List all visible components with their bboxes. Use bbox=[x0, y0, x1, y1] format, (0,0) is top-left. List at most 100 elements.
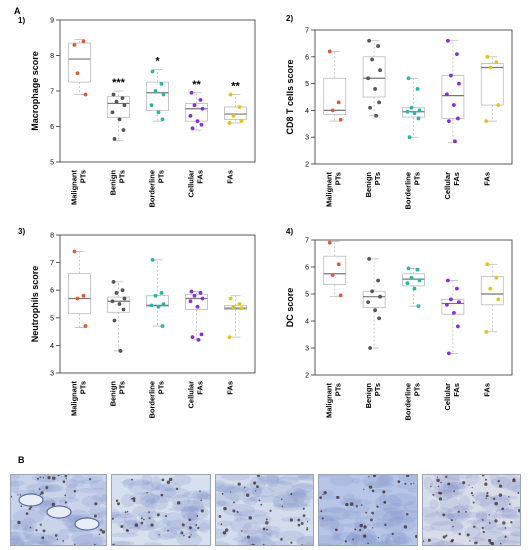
stroma-fiber bbox=[474, 530, 509, 545]
stroma-fiber bbox=[197, 491, 210, 500]
category-label: FAs bbox=[196, 381, 205, 395]
panel-label: 2) bbox=[286, 14, 293, 23]
stroma-fiber bbox=[393, 537, 408, 545]
stained-cell bbox=[497, 480, 500, 483]
data-point bbox=[189, 90, 194, 95]
data-point bbox=[228, 296, 233, 301]
y-tick-label: 2 bbox=[305, 162, 309, 169]
stained-cell bbox=[176, 501, 181, 505]
stained-cell bbox=[166, 480, 171, 485]
stroma-fiber bbox=[380, 533, 390, 544]
stroma-fiber bbox=[22, 523, 35, 540]
data-point bbox=[198, 291, 203, 295]
stroma-fiber bbox=[496, 534, 520, 544]
stroma-fiber bbox=[442, 482, 460, 498]
stained-cell bbox=[355, 505, 358, 508]
data-point bbox=[195, 304, 200, 309]
stroma-fiber bbox=[475, 512, 488, 520]
data-point bbox=[330, 273, 335, 277]
stained-cell bbox=[133, 499, 136, 503]
stroma-fiber bbox=[343, 541, 357, 545]
stained-cell bbox=[39, 476, 42, 478]
data-point bbox=[228, 92, 233, 97]
data-point bbox=[199, 332, 204, 337]
stroma-fiber bbox=[382, 511, 404, 527]
stroma-fiber bbox=[495, 526, 520, 531]
stroma-fiber bbox=[319, 507, 351, 522]
stroma-fiber bbox=[450, 520, 464, 535]
stained-cell bbox=[447, 482, 451, 486]
stroma-fiber bbox=[96, 510, 106, 519]
stroma-fiber bbox=[162, 512, 185, 527]
stained-cell bbox=[306, 528, 309, 531]
stained-cell bbox=[470, 491, 474, 495]
stained-cell bbox=[25, 512, 29, 515]
micrograph-texture bbox=[112, 475, 210, 545]
y-tick-label: 7 bbox=[50, 260, 54, 267]
data-point bbox=[160, 324, 165, 328]
category-label: PTs bbox=[118, 170, 127, 183]
stroma-fiber bbox=[319, 475, 335, 478]
stroma-fiber bbox=[123, 512, 138, 526]
data-point bbox=[81, 39, 86, 44]
stroma-fiber bbox=[216, 486, 243, 493]
stroma-fiber bbox=[222, 503, 256, 517]
stroma-fiber bbox=[247, 536, 262, 545]
stroma-fiber bbox=[319, 534, 344, 545]
stained-cell bbox=[438, 485, 440, 488]
stained-cell bbox=[183, 534, 185, 537]
stained-cell bbox=[190, 534, 192, 536]
stroma-fiber bbox=[249, 495, 283, 503]
stained-cell bbox=[349, 502, 354, 506]
stroma-fiber bbox=[38, 539, 50, 545]
stroma-fiber bbox=[434, 539, 456, 545]
stained-cell bbox=[517, 491, 520, 494]
category-label: Cellular bbox=[187, 381, 196, 409]
stroma-fiber bbox=[295, 535, 313, 545]
data-point bbox=[456, 116, 460, 121]
y-tick-label: 5 bbox=[50, 315, 54, 322]
data-point bbox=[159, 82, 164, 86]
stained-cell bbox=[302, 507, 305, 510]
stained-cell bbox=[494, 519, 498, 523]
box-0 bbox=[323, 240, 347, 298]
stroma-fiber bbox=[274, 502, 311, 508]
stroma-fiber bbox=[168, 525, 195, 535]
stroma-fiber bbox=[139, 491, 156, 507]
data-point bbox=[239, 119, 244, 124]
stroma-fiber bbox=[371, 539, 384, 545]
stained-cell bbox=[39, 523, 42, 526]
stroma-fiber bbox=[11, 535, 25, 545]
stained-cell bbox=[254, 490, 257, 492]
data-point bbox=[200, 106, 205, 111]
stroma-fiber bbox=[297, 475, 313, 480]
stained-cell bbox=[481, 475, 485, 477]
stroma-fiber bbox=[19, 540, 54, 545]
micrograph-texture bbox=[319, 475, 417, 545]
box-0 bbox=[68, 251, 91, 328]
stroma-fiber bbox=[11, 531, 31, 541]
stained-cell bbox=[132, 497, 136, 501]
stroma-fiber bbox=[112, 508, 120, 519]
duct-structure bbox=[74, 517, 100, 531]
stained-cell bbox=[322, 493, 324, 496]
stroma-fiber bbox=[81, 495, 103, 508]
data-point bbox=[81, 293, 86, 298]
stroma-fiber bbox=[92, 492, 106, 502]
stained-cell bbox=[406, 475, 410, 478]
stained-cell bbox=[148, 517, 151, 520]
stained-cell bbox=[115, 499, 119, 503]
stained-cell bbox=[98, 533, 101, 536]
stroma-fiber bbox=[256, 475, 285, 481]
box-iqr bbox=[68, 273, 91, 315]
data-point bbox=[72, 249, 77, 254]
stained-cell bbox=[265, 521, 269, 525]
stained-cell bbox=[468, 484, 470, 486]
box-0 bbox=[68, 39, 91, 95]
stained-cell bbox=[363, 488, 365, 490]
stained-cell bbox=[457, 510, 460, 513]
stroma-fiber bbox=[351, 477, 361, 484]
data-point bbox=[149, 103, 154, 108]
stroma-fiber bbox=[480, 509, 497, 524]
box-1 bbox=[107, 281, 130, 352]
